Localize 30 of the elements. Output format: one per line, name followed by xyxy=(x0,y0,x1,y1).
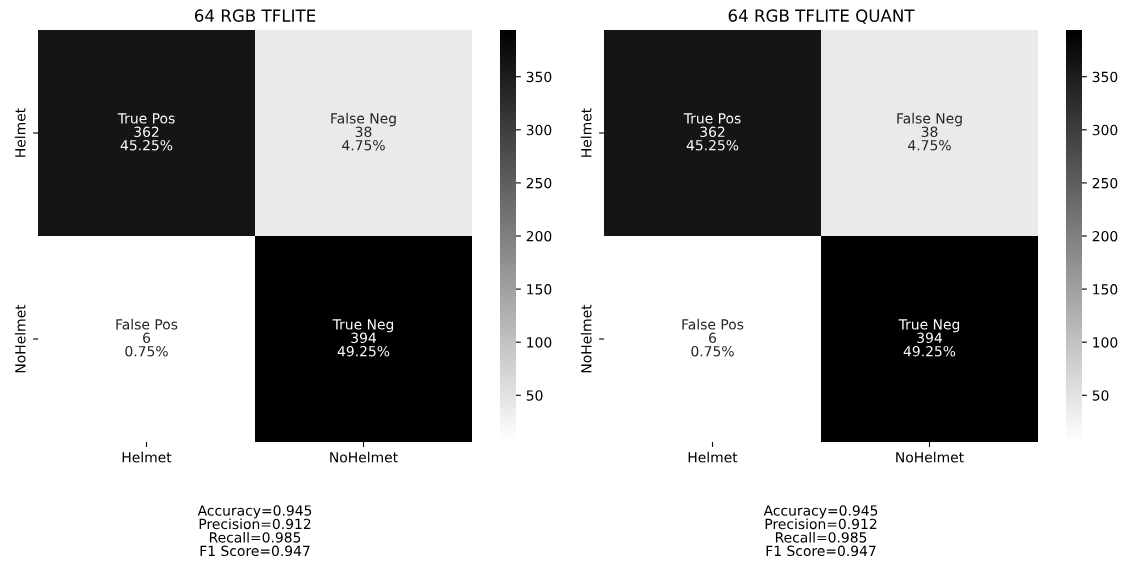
color-bar-label: 350 xyxy=(526,71,552,83)
color-bar-label: 100 xyxy=(527,337,552,348)
chart-title: 64 RGB TFLITE xyxy=(194,9,316,22)
data-label: True Pos 362 45.25% xyxy=(117,113,175,151)
data-label: True Neg 394 49.25% xyxy=(898,319,960,357)
color-bar-label: 300 xyxy=(1092,124,1118,136)
color-bar-label: 100 xyxy=(1093,337,1118,348)
x-tick-label: Helmet xyxy=(688,451,738,463)
color-bar-label: 150 xyxy=(527,284,552,295)
color-bar-label: 200 xyxy=(1092,230,1118,242)
data-label: True Pos 362 45.25% xyxy=(683,113,741,151)
color-bar-label: 250 xyxy=(526,177,552,189)
x-tick-label: Helmet xyxy=(122,451,172,463)
color-bar-label: 50 xyxy=(526,390,543,401)
data-label: False Neg 38 4.75% xyxy=(897,112,962,151)
chart-title: 64 RGB TFLITE QUANT xyxy=(728,9,915,24)
x-tick-label: NoHelmet xyxy=(896,451,964,463)
color-bar-label: 250 xyxy=(1092,177,1118,189)
text: Accuracy=0.945 Precision=0.912 Recall=0.985 F1 Score=0.947 xyxy=(197,505,312,557)
data-label: False Pos 6 0.75% xyxy=(116,318,178,357)
color-bar-label: 200 xyxy=(526,230,552,242)
data-label: True Neg 394 49.25% xyxy=(332,319,394,357)
color-bar-label: 300 xyxy=(526,124,552,136)
data-label: False Pos 6 0.75% xyxy=(682,318,744,357)
text: Accuracy=0.945 Precision=0.912 Recall=0.985 F1 Score=0.947 xyxy=(763,505,878,557)
color-bar-label: 50 xyxy=(1092,390,1109,401)
data-label: False Neg 38 4.75% xyxy=(331,112,396,151)
x-tick-label: NoHelmet xyxy=(330,451,398,463)
color-bar-label: 150 xyxy=(1093,284,1118,295)
color-bar-label: 350 xyxy=(1092,71,1118,83)
